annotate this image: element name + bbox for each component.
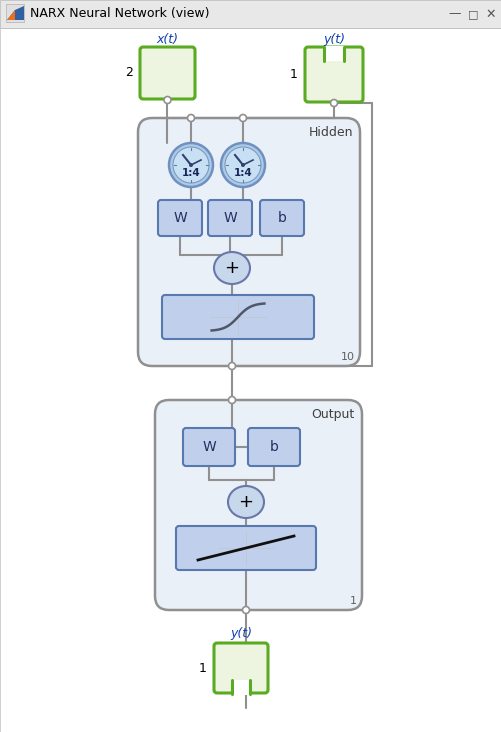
FancyBboxPatch shape [138,118,359,366]
FancyBboxPatch shape [155,400,361,610]
Circle shape [169,143,212,187]
Text: W: W [173,211,186,225]
FancyBboxPatch shape [305,47,362,102]
FancyBboxPatch shape [158,200,201,236]
Polygon shape [7,6,24,20]
Text: x(t): x(t) [156,32,178,45]
Ellipse shape [227,486,264,518]
Bar [6,4,24,22]
Bar [231,680,249,695]
Text: 2: 2 [125,67,133,80]
Circle shape [224,147,261,183]
Text: Output: Output [311,408,354,421]
Text: 1:4: 1:4 [233,168,252,178]
Text: □: □ [467,9,477,19]
Text: Hidden: Hidden [308,126,352,139]
Circle shape [188,163,192,167]
FancyBboxPatch shape [207,200,252,236]
Circle shape [173,147,208,183]
Circle shape [242,607,249,613]
FancyBboxPatch shape [162,295,313,339]
Circle shape [187,114,194,122]
Circle shape [240,163,244,167]
Circle shape [164,97,171,103]
Text: b: b [269,440,278,454]
Text: 1: 1 [290,68,298,81]
FancyBboxPatch shape [176,526,315,570]
Text: —: — [448,7,460,20]
Text: 10: 10 [340,352,354,362]
Ellipse shape [213,252,249,284]
Circle shape [228,362,235,370]
Text: y(t): y(t) [322,32,344,45]
Text: 1:4: 1:4 [181,168,200,178]
FancyBboxPatch shape [213,643,268,693]
Bar [323,46,343,61]
Bar [0,0,501,28]
Text: W: W [222,211,236,225]
Text: NARX Neural Network (view): NARX Neural Network (view) [30,7,209,20]
Polygon shape [7,10,15,20]
FancyBboxPatch shape [260,200,304,236]
FancyBboxPatch shape [140,47,194,99]
Text: 1: 1 [199,662,206,674]
Circle shape [330,100,337,106]
Text: ✕: ✕ [485,7,495,20]
Circle shape [220,143,265,187]
FancyBboxPatch shape [183,428,234,466]
Text: y(t): y(t) [229,627,252,640]
FancyBboxPatch shape [247,428,300,466]
Text: +: + [238,493,253,511]
Text: b: b [277,211,286,225]
Text: 1: 1 [349,596,356,606]
Circle shape [228,397,235,403]
Text: W: W [202,440,215,454]
Circle shape [239,114,246,122]
Text: +: + [224,259,239,277]
